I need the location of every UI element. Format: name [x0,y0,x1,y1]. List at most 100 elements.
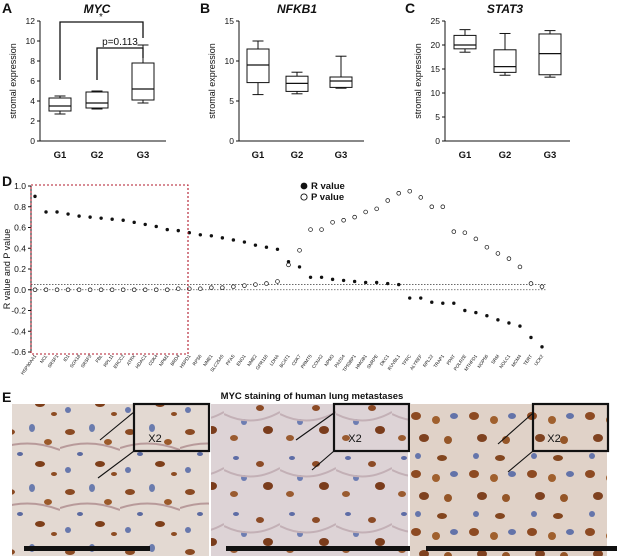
gene-label: CDK4 [147,353,158,366]
r-value-point [55,210,59,214]
r-value-point [176,228,180,233]
p-value-point [407,188,412,194]
p-value-point [264,281,269,286]
scale-bar [24,546,150,551]
zoom-pointer-line [311,450,335,471]
r-value-point [507,321,511,325]
gene-label: DKC1 [379,353,390,366]
r-value-point [408,296,412,300]
y-tick-label: 0 [30,136,35,146]
p-value-point [440,204,446,210]
panel-a-chart: 0 2 4 6 8 10 12 stromal expression G1 G2 G3 [8,16,166,161]
y-tick-label: 15 [225,16,235,26]
r-value-point [430,300,434,304]
p-value-point [352,214,357,220]
panel-c-chart: 0 5 10 15 20 25 stromal expression G1 G2 G3 [413,16,570,161]
y-tick-label: 0.6 [14,223,26,233]
legend-r-label: R value [311,181,345,192]
r-value-point [485,313,489,318]
r-value-point [88,215,92,219]
p-value-point [109,287,115,293]
y-tick-label: 5 [229,96,234,106]
gene-label: NOLC1 [498,353,511,369]
y-tick-label: 12 [26,16,36,26]
gene-label: NPM1 [158,353,170,367]
r-value-point [297,265,302,269]
legend-p-marker [300,193,308,201]
y-tick-label: 25 [431,16,441,26]
r-value-point [110,217,114,221]
p-value-point [451,229,457,234]
r-value-point [165,227,169,232]
p-value-point [165,287,170,293]
r-value-point [474,310,478,315]
gene-label: RPS6 [192,353,203,366]
p-value-point [429,204,435,210]
scale-bar [426,546,617,551]
panel-letter-c: C [405,0,415,16]
panel-letter-b: B [200,0,210,16]
r-value-point [286,260,291,264]
y-tick-label: 10 [26,36,36,46]
p-value-point [528,281,534,286]
p-value-point [484,244,490,250]
legend-r-marker [300,182,308,190]
r-value-point [341,278,346,283]
gene-label: ATRX [126,354,137,367]
r-value-point [419,296,423,300]
panel-b-title: NFKB1 [277,2,317,16]
p-value-point [54,287,60,293]
y-tick-label: 0.8 [14,202,26,212]
r-value-point [44,210,48,214]
gene-label: HSPD1 [179,353,192,369]
gene-label: SRSF3 [80,353,93,368]
r-value-point [264,245,269,249]
y-tick-label: 0 [229,136,234,146]
r-value-point [77,214,81,218]
p-value-point [462,230,468,235]
p-value-point [198,286,203,291]
y-tick-label: 0 [435,136,440,146]
gene-label: TFRC [401,353,413,366]
p-value-point [43,287,49,293]
gene-label: SNRPE [366,354,379,370]
r-value-point [66,212,70,216]
p-value-point [98,287,104,293]
p-value-point [396,191,401,196]
gene-label: SRSF1 [47,353,60,368]
panel-letter-d: D [2,173,12,189]
r-value-point [231,238,236,242]
box-iqr [329,76,353,88]
y-tick-label: -0.4 [11,326,26,336]
p-value-point [297,248,302,253]
r-value-point [540,345,544,349]
x-category-label: G2 [91,150,104,161]
zoom-inset [332,402,411,453]
p-value-point [517,264,523,270]
panel-d-legend: R value P value [300,181,345,203]
x-category-label: G1 [252,150,265,161]
gene-label: NPM3 [323,353,335,367]
p-value-point [131,287,137,293]
p-value-point [153,287,159,293]
p-value-point [385,198,390,203]
y-tick-label: 5 [435,112,440,122]
gene-label: TRAP1 [433,353,446,368]
y-tick-label: 8 [30,56,35,66]
zoom-pointer-line [497,412,534,445]
p-value-point [275,279,280,284]
p-value-point [330,220,335,225]
r-value-point [463,308,467,313]
r-value-point [496,318,500,322]
p-value-point [231,284,236,289]
panel-b-chart: 0 5 10 15 stromal expression G1 G2 G3 [207,16,364,161]
x-category-label: G2 [291,150,304,161]
gene-label: ERCC2 [112,353,125,369]
p-value-point [341,217,346,223]
box-iqr [246,48,270,84]
y-tick-label: -0.6 [11,347,26,357]
box-iqr [453,34,477,50]
p-value-point [253,282,258,287]
panel-e-title: MYC staining of human lung metastases [221,391,404,402]
